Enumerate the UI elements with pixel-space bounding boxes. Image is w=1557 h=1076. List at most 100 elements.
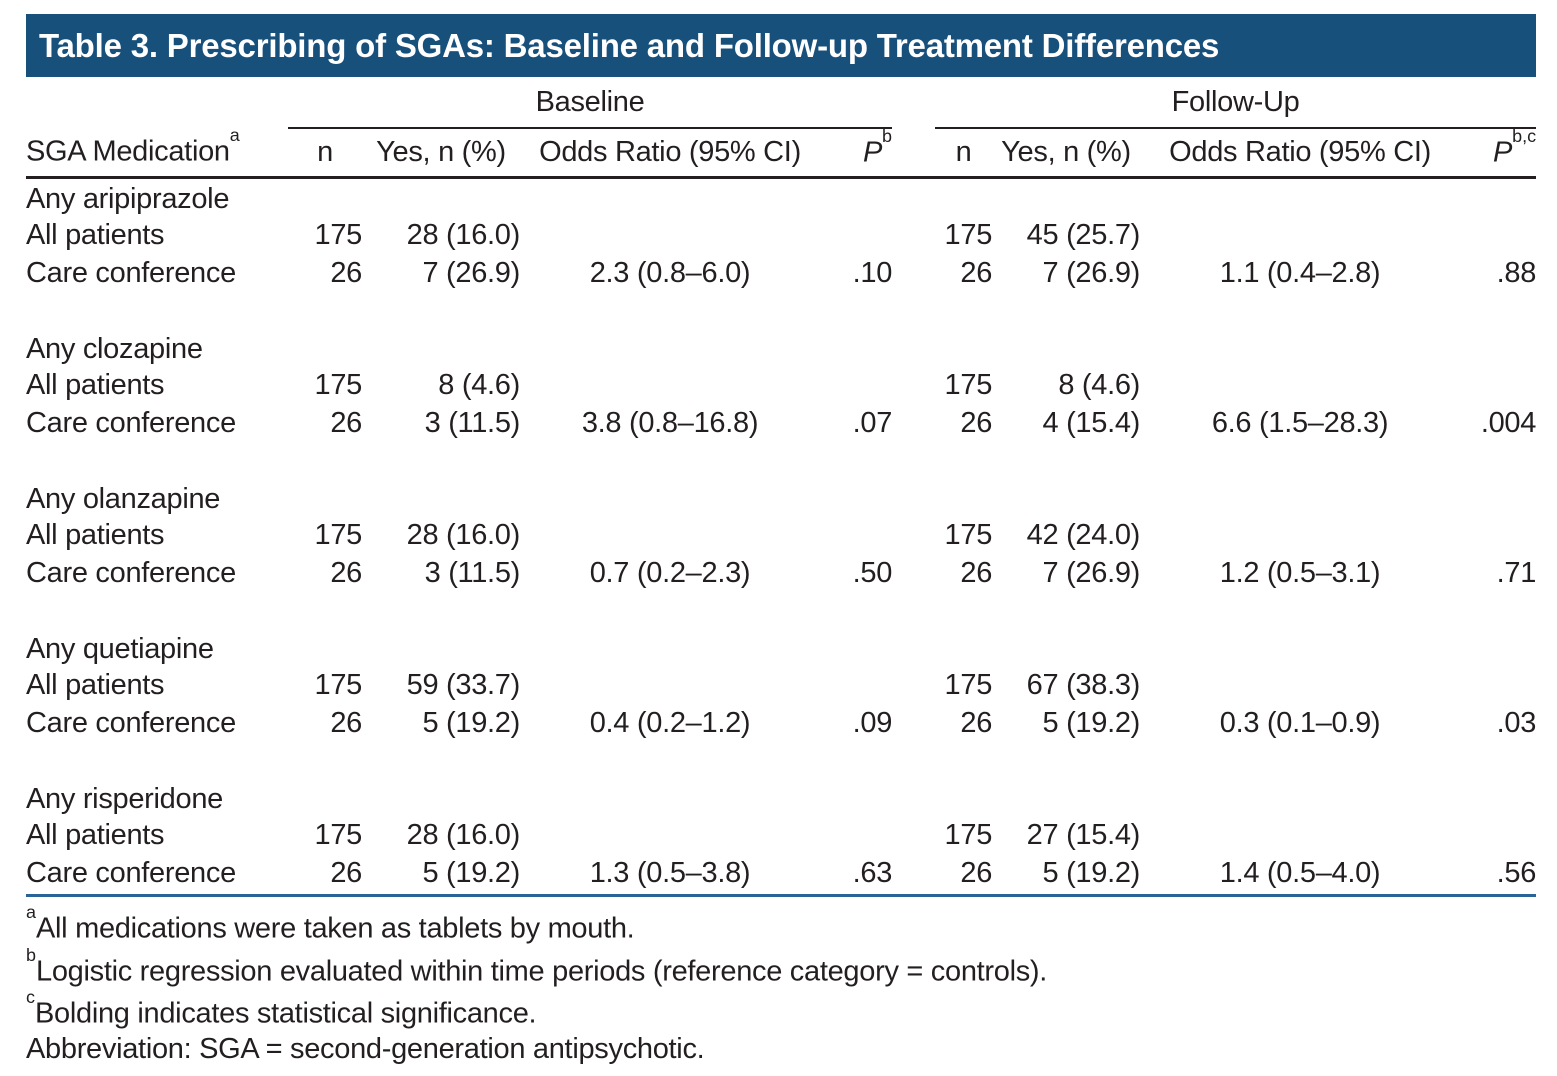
row-label: All patients <box>26 518 165 551</box>
footnote-c: cBolding indicates statistical significa… <box>26 987 537 1030</box>
baseline-n-header: n <box>288 128 362 179</box>
cell-yes: 7 (26.9) <box>422 256 520 289</box>
footnote-marker-a: a <box>229 125 240 146</box>
f-cell-odds-ratio: 6.6 (1.5–28.3) <box>1211 406 1389 439</box>
cell-odds-ratio <box>520 666 820 704</box>
group-gap-spacer <box>892 82 935 128</box>
drug-row: Any olanzapine <box>26 477 1536 516</box>
f-cell-odds-ratio <box>1140 216 1460 254</box>
cell-yes: 28 (16.0) <box>406 818 521 851</box>
baseline-group-header: Baseline <box>288 82 893 129</box>
cell-odds-ratio <box>520 816 820 854</box>
f-cell-n: 175 <box>944 368 993 401</box>
cell-p-value: .09 <box>852 706 893 739</box>
cell-p-value <box>820 816 892 854</box>
f-cell-p-value: .88 <box>1496 256 1537 289</box>
cell-n: 175 <box>314 368 363 401</box>
f-cell-yes: 5 (19.2) <box>1042 856 1141 889</box>
f-cell-odds-ratio <box>1140 816 1460 854</box>
data-row: All patients 175 8 (4.6) 175 8 (4.6) <box>26 366 1536 404</box>
row-label: Care conference <box>26 556 236 589</box>
stub-column-header: SGA Medicationa <box>26 125 288 179</box>
table-body: Any aripiprazole All patients 175 28 (16.0)… <box>26 177 1536 892</box>
baseline-yes-header: Yes, n (%) <box>362 128 520 179</box>
gap-cell <box>892 666 935 704</box>
f-cell-p-value <box>1460 216 1536 254</box>
f-cell-yes: 27 (15.4) <box>1026 818 1141 851</box>
cell-yes: 3 (11.5) <box>424 556 521 589</box>
f-cell-yes: 7 (26.9) <box>1042 256 1141 289</box>
cell-p-value: .50 <box>852 556 893 589</box>
drug-name: Any quetiapine <box>26 633 214 665</box>
cell-n: 26 <box>330 256 362 289</box>
gap-cell <box>892 554 935 592</box>
gap-cell <box>892 366 935 404</box>
footnote-marker-bc: b,c <box>1512 125 1537 146</box>
cell-n: 26 <box>330 406 362 439</box>
footnote-b-marker: b <box>26 944 36 965</box>
f-cell-yes: 45 (25.7) <box>1026 218 1141 251</box>
data-row: Care conference 26 5 (19.2) 0.4 (0.2–1.2) .0… <box>26 704 1536 742</box>
gap-cell <box>892 816 935 854</box>
data-row: Care conference 26 5 (19.2) 1.3 (0.5–3.8) .6… <box>26 854 1536 892</box>
f-cell-yes: 67 (38.3) <box>1026 668 1141 701</box>
data-row: All patients 175 59 (33.7) 175 67 (38.3) <box>26 666 1536 704</box>
f-cell-p-value: .03 <box>1496 706 1537 739</box>
f-cell-odds-ratio <box>1140 366 1460 404</box>
f-cell-n: 175 <box>944 668 993 701</box>
followup-p-header: Pb,c <box>1460 125 1537 179</box>
header-gap-spacer <box>892 128 936 179</box>
footnote-b: bLogistic regression evaluated within ti… <box>26 944 1048 988</box>
gap-cell <box>892 254 935 292</box>
group-stub-spacer <box>26 82 288 128</box>
section-spacer <box>26 292 1536 327</box>
section-spacer <box>26 742 1536 777</box>
f-cell-n: 175 <box>944 818 993 851</box>
cell-odds-ratio <box>520 216 820 254</box>
spacer-cell <box>26 292 1536 327</box>
cell-yes: 28 (16.0) <box>406 218 521 251</box>
cell-p-value: .07 <box>852 406 893 439</box>
cell-yes: 59 (33.7) <box>406 668 521 701</box>
cell-odds-ratio: 1.3 (0.5–3.8) <box>589 856 751 889</box>
data-row: All patients 175 28 (16.0) 175 45 (25.7) <box>26 216 1536 254</box>
cell-odds-ratio <box>520 366 820 404</box>
f-cell-n: 26 <box>960 856 993 889</box>
data-row: Care conference 26 3 (11.5) 3.8 (0.8–16.8).… <box>26 404 1536 442</box>
section-spacer <box>26 592 1536 627</box>
baseline-group-label: Baseline <box>535 86 645 118</box>
data-row: Care conference 26 7 (26.9) 2.3 (0.8–6.0) .1… <box>26 254 1536 292</box>
f-cell-yes: 5 (19.2) <box>1042 706 1141 739</box>
cell-odds-ratio <box>520 516 820 554</box>
f-cell-n: 26 <box>960 406 993 439</box>
data-row: All patients 175 28 (16.0) 175 42 (24.0) <box>26 516 1536 554</box>
cell-yes: 5 (19.2) <box>422 706 520 739</box>
f-cell-odds-ratio: 1.1 (0.4–2.8) <box>1219 256 1381 289</box>
drug-row: Any quetiapine <box>26 627 1536 666</box>
cell-p-value <box>820 216 892 254</box>
footnote-marker-b: b <box>882 125 893 146</box>
f-cell-odds-ratio: 0.3 (0.1–0.9) <box>1219 706 1381 739</box>
row-label: Care conference <box>26 256 236 289</box>
f-cell-p-value: .71 <box>1496 556 1537 589</box>
footnote-a: aAll medications were taken as tablets b… <box>26 902 635 945</box>
f-cell-n: 175 <box>944 218 993 251</box>
f-cell-yes: 7 (26.9) <box>1042 556 1141 589</box>
drug-name: Any risperidone <box>26 783 223 815</box>
drug-name: Any clozapine <box>26 333 203 365</box>
table-title-bar: Table 3. Prescribing of SGAs: Baseline a… <box>26 14 1536 77</box>
f-cell-odds-ratio <box>1140 516 1460 554</box>
cell-n: 175 <box>314 518 363 551</box>
followup-n-header: n <box>935 128 993 179</box>
cell-n: 26 <box>330 856 362 889</box>
followup-yes-header: Yes, n (%) <box>992 128 1141 179</box>
row-label: Care conference <box>26 856 236 889</box>
baseline-or-header: Odds Ratio (95% CI) <box>520 128 820 179</box>
cell-yes: 8 (4.6) <box>438 368 520 401</box>
f-cell-p-value <box>1460 666 1536 704</box>
footnote-a-marker: a <box>26 902 36 923</box>
cell-odds-ratio: 0.7 (0.2–2.3) <box>589 556 751 589</box>
f-cell-n: 26 <box>960 706 993 739</box>
spacer-cell <box>26 592 1536 627</box>
